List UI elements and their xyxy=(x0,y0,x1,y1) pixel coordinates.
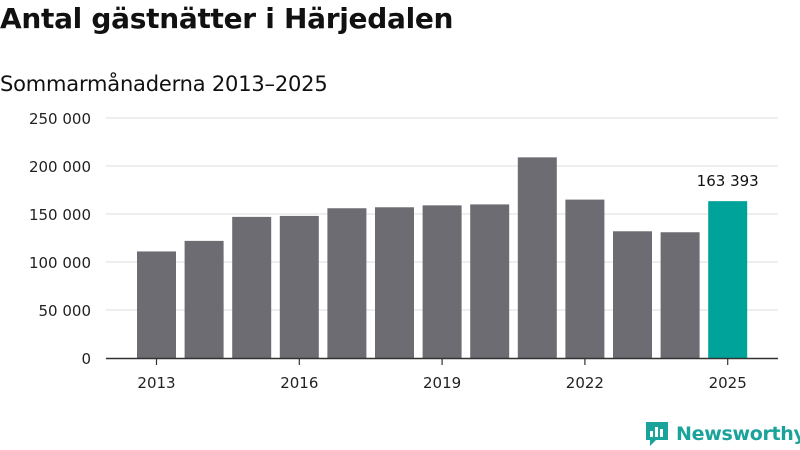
chart-title: Antal gästnätter i Härjedalen xyxy=(0,2,454,35)
x-tick-label: 2022 xyxy=(566,374,604,392)
label-layer: 0 50 000 100 000 150 000 200 000 250 000 2013 2… xyxy=(29,110,759,392)
brand-name: Newsworthy xyxy=(676,423,800,445)
bar-2021 xyxy=(517,157,557,358)
bar-2023 xyxy=(613,231,652,358)
bar-2025 xyxy=(708,201,748,358)
x-tick-label: 2025 xyxy=(709,374,747,392)
chart-subtitle: Sommarmånaderna 2013–2025 xyxy=(0,72,328,96)
y-tick-label: 250 000 xyxy=(29,110,91,128)
y-tick-label: 100 000 xyxy=(29,254,91,272)
bar-2022 xyxy=(565,199,605,358)
bar-2017 xyxy=(327,208,367,358)
y-tick-label: 200 000 xyxy=(29,158,91,176)
brand-logo: Newsworthy xyxy=(644,420,800,448)
highlight-value-label: 163 393 xyxy=(697,172,759,190)
y-tick-label: 150 000 xyxy=(29,206,91,224)
x-tick-label: 2019 xyxy=(423,374,461,392)
x-tick-label: 2016 xyxy=(280,374,318,392)
bar-2024 xyxy=(660,232,700,358)
bar-2013 xyxy=(137,251,176,358)
bar-2018 xyxy=(375,207,414,358)
bar-2015 xyxy=(232,216,272,358)
bar-2020 xyxy=(470,204,510,358)
bar-2014 xyxy=(184,240,224,358)
x-tick-label: 2013 xyxy=(137,374,175,392)
bar-layer xyxy=(137,157,748,358)
newsworthy-icon xyxy=(646,422,668,446)
axis-layer xyxy=(106,357,778,365)
bar-2016 xyxy=(279,215,319,358)
y-tick-label: 0 xyxy=(81,350,91,368)
bar-2019 xyxy=(422,205,462,358)
y-tick-label: 50 000 xyxy=(39,302,92,320)
